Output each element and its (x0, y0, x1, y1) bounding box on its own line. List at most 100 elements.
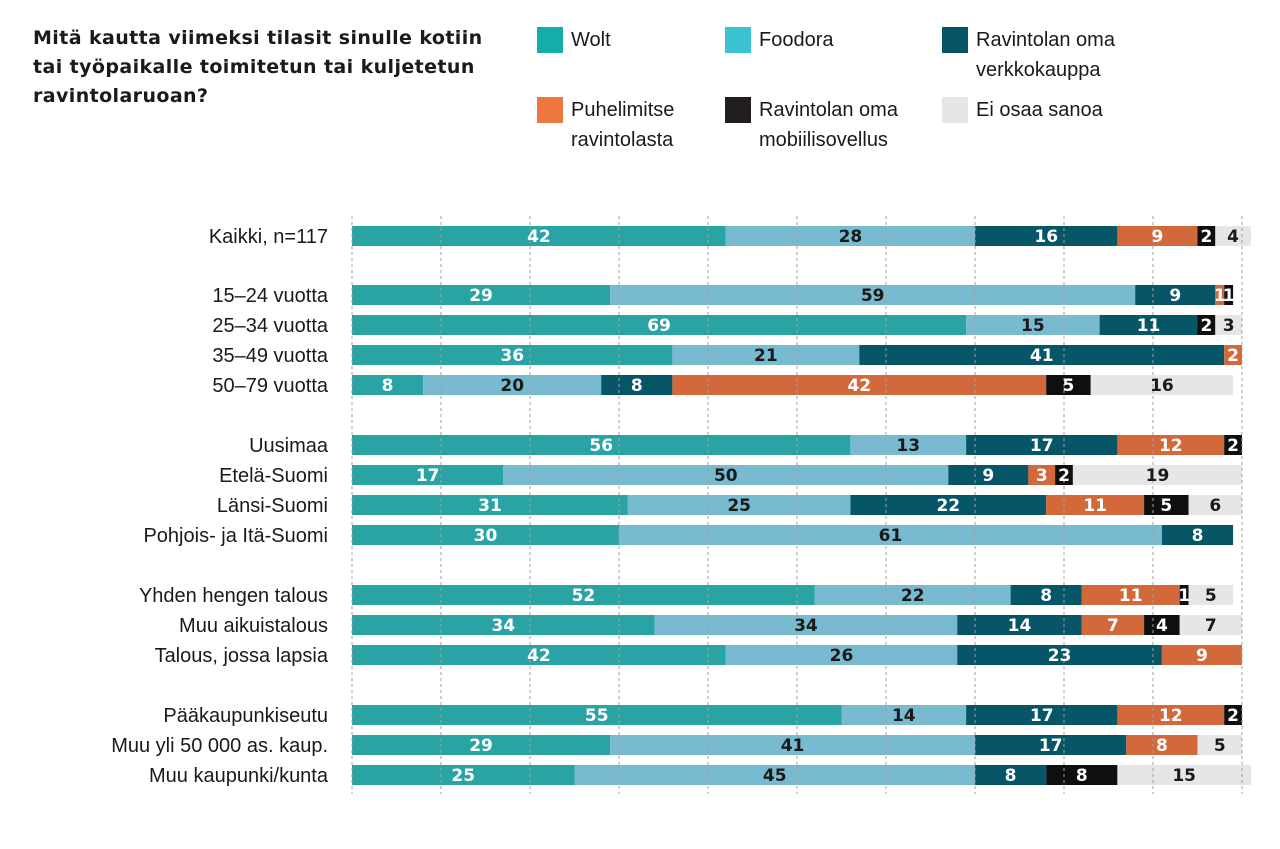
bar-segment (975, 765, 1047, 785)
data-label: 29 (469, 736, 493, 756)
category-label: Talous, jossa lapsia (155, 645, 329, 667)
bar-segment (1046, 495, 1145, 515)
data-label: 42 (847, 376, 871, 396)
legend-swatch-ravintolan-oma-mobiilisovellus (725, 97, 751, 123)
bar-segment (1117, 435, 1225, 455)
bar-segment (1117, 226, 1198, 246)
bar-segment (975, 226, 1118, 246)
data-label: 17 (1030, 436, 1054, 456)
data-label: 20 (500, 376, 524, 396)
data-label: 56 (589, 436, 613, 456)
bar-segment (1072, 465, 1242, 485)
bar-segment (1224, 285, 1234, 305)
legend-label-wolt: Wolt (571, 29, 611, 51)
data-label: 12 (1159, 706, 1183, 726)
bar-segment (814, 585, 1011, 605)
bar-segment (859, 345, 1225, 365)
data-label: 9 (1169, 286, 1181, 306)
bar-segment (672, 345, 860, 365)
bar-segment (352, 465, 504, 485)
legend-swatch-wolt (537, 27, 563, 53)
bar-segment (725, 226, 975, 246)
data-label: 34 (491, 616, 515, 636)
data-label: 17 (1039, 736, 1063, 756)
category-label: Kaikki, n=117 (209, 226, 328, 248)
data-label: 16 (1150, 376, 1174, 396)
labels-layer: Kaikki, n=117 42 28 16 9 2 415–24 vuotta 29 59 9 1… (111, 226, 1239, 787)
legend-label-ei-osaa-sanoa: Ei osaa sanoa (976, 99, 1103, 121)
chart-title: Mitä kautta viimeksi tilasit sinulle kot… (33, 27, 483, 107)
legend-item-wolt: Wolt (537, 25, 751, 55)
legend-swatch-foodora (725, 27, 751, 53)
category-label: 50–79 vuotta (212, 375, 329, 397)
bar-segment (1028, 465, 1056, 485)
data-label: 26 (830, 646, 854, 666)
bar-segment (1117, 765, 1251, 785)
data-label: 1 (1214, 286, 1226, 306)
data-label: 1 (1178, 586, 1190, 606)
bar-segment (1224, 705, 1242, 725)
data-label: 11 (1083, 496, 1107, 516)
bar-segment (1090, 375, 1234, 395)
category-label: Pohjois- ja Itä-Suomi (143, 525, 328, 547)
bar-segment (966, 705, 1118, 725)
bar-segment (1081, 585, 1180, 605)
data-label: 5 (1063, 376, 1075, 396)
data-label: 2 (1200, 227, 1212, 247)
data-label: 22 (901, 586, 925, 606)
legend-label-ravintolan-oma-mobiilisovellus: Ravintolan oma mobiilisovellus (759, 99, 898, 151)
data-label: 8 (382, 376, 394, 396)
data-label: 8 (1005, 766, 1017, 786)
data-label: 50 (714, 466, 738, 486)
bar-segment (423, 375, 602, 395)
data-label: 22 (936, 496, 960, 516)
bar-segment (957, 645, 1162, 665)
data-label: 3 (1036, 466, 1048, 486)
data-label: 13 (896, 436, 920, 456)
data-label: 11 (1119, 586, 1143, 606)
legend-item-ravintolan-oma-verkkokauppa: Ravintolan oma verkkokauppa (942, 25, 1156, 85)
data-label: 9 (1152, 227, 1164, 247)
data-label: 14 (892, 706, 916, 726)
data-label: 42 (527, 646, 551, 666)
category-label: Muu kaupunki/kunta (149, 765, 329, 787)
data-label: 4 (1156, 616, 1168, 636)
bar-segment (850, 495, 1047, 515)
legend-swatch-ravintolan-oma-verkkokauppa (942, 27, 968, 53)
bar-segment (610, 735, 975, 755)
bar-segment (1144, 495, 1189, 515)
data-label: 8 (1076, 766, 1088, 786)
data-label: 7 (1205, 616, 1217, 636)
bar-segment (966, 315, 1100, 335)
category-label: Länsi-Suomi (217, 495, 328, 517)
bar-segment (1197, 226, 1216, 246)
bar-segment (627, 495, 851, 515)
data-label: 34 (794, 616, 818, 636)
bar-segment (1081, 615, 1145, 635)
bar-segment (352, 585, 815, 605)
category-label: Pääkaupunkiseutu (163, 705, 328, 727)
legend-item-puhelimitse-ravintolasta: Puhelimitse ravintolasta (537, 95, 751, 155)
bar-segment (957, 615, 1082, 635)
legend-item-ei-osaa-sanoa: Ei osaa sanoa (942, 95, 1156, 125)
data-label: 15 (1021, 316, 1045, 336)
bar-segment (1224, 345, 1242, 365)
bar-segment (1099, 315, 1198, 335)
data-label: 30 (474, 526, 498, 546)
bar-segment (574, 765, 975, 785)
data-label: 11 (1137, 316, 1161, 336)
data-label: 28 (839, 227, 863, 247)
bar-segment (352, 435, 851, 455)
bar-segment (352, 525, 619, 545)
bar-segment (1188, 495, 1242, 515)
data-label: 45 (763, 766, 787, 786)
bar-segment (1215, 315, 1242, 335)
data-label: 17 (416, 466, 440, 486)
bar-segment (1188, 585, 1234, 605)
bar-segment (1179, 615, 1242, 635)
data-label: 2 (1227, 436, 1239, 456)
bar-segment (610, 285, 1136, 305)
data-label: 2 (1227, 346, 1239, 366)
bar-segment (1161, 645, 1242, 665)
data-label: 17 (1030, 706, 1054, 726)
